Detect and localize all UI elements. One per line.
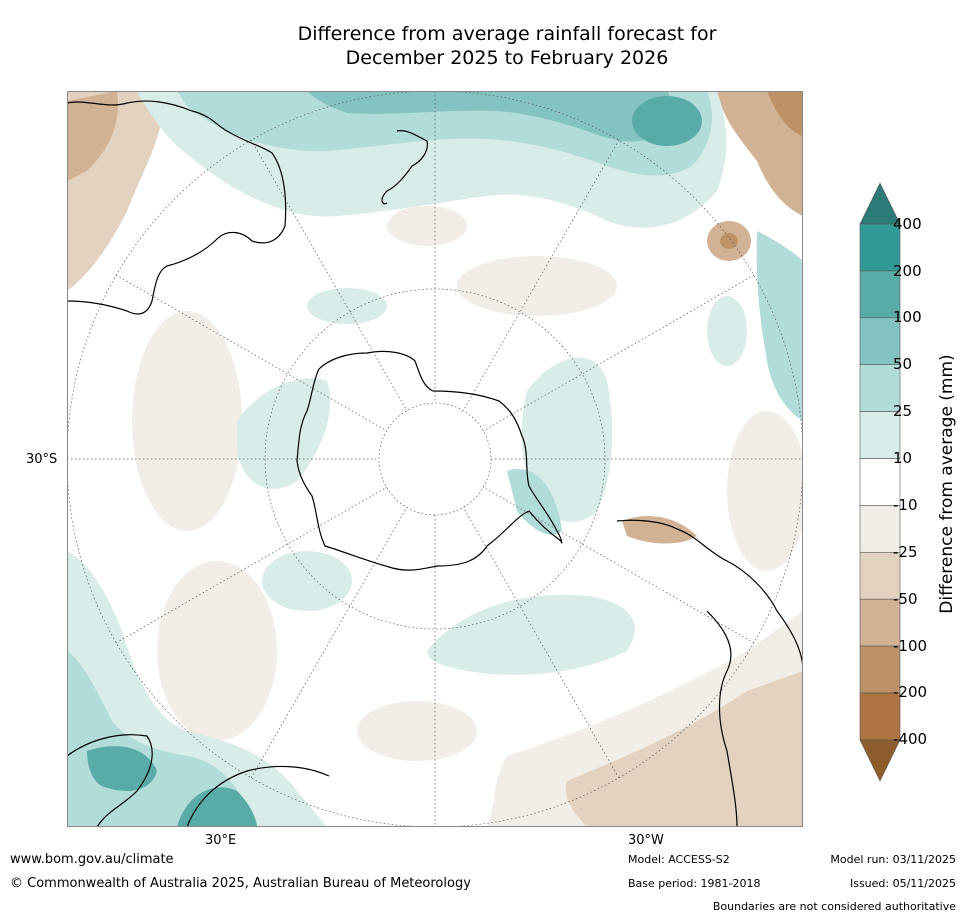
wet-region-east bbox=[756, 231, 803, 421]
dry-patch-southwest bbox=[157, 561, 277, 741]
colorbar-band bbox=[859, 551, 901, 600]
colorbar-tick: -400 bbox=[893, 730, 928, 748]
dry-patch-center-north bbox=[457, 256, 617, 316]
dry-patch-west bbox=[132, 311, 242, 531]
wet-region-australia-southeast bbox=[177, 787, 257, 827]
colorbar-band bbox=[859, 364, 901, 412]
wet-region-antarctic-coast-west bbox=[237, 378, 331, 490]
colorbar bbox=[840, 180, 965, 790]
footer-url[interactable]: www.bom.gov.au/climate bbox=[10, 852, 174, 867]
wet-region-weddell bbox=[521, 357, 613, 522]
colorbar-band bbox=[859, 645, 901, 694]
colorbar-tick: 200 bbox=[893, 262, 922, 280]
colorbar-tick: -10 bbox=[893, 496, 918, 514]
footer-model: Model: ACCESS-S2 bbox=[628, 853, 730, 866]
south-america-coastline bbox=[616, 519, 803, 827]
title-line-2: December 2025 to February 2026 bbox=[345, 47, 669, 69]
dry-region-northeast bbox=[717, 91, 803, 216]
wet-patch-north-west bbox=[307, 288, 387, 324]
colorbar-band bbox=[859, 270, 901, 319]
colorbar-tick: 50 bbox=[893, 355, 913, 373]
new-zealand-coastline bbox=[381, 130, 428, 205]
footer-boundaries-note: Boundaries are not considered authoritat… bbox=[712, 900, 956, 913]
dry-region-southeast-inner bbox=[565, 671, 803, 827]
rainfall-anomaly-map bbox=[67, 91, 803, 827]
colorbar-band bbox=[859, 411, 901, 459]
colorbar-tick: -25 bbox=[893, 543, 918, 561]
map-title: Difference from average rainfall forecas… bbox=[67, 22, 947, 70]
australia-southeast-coastline bbox=[186, 765, 330, 827]
colorbar-swatches bbox=[859, 182, 901, 782]
coastlines bbox=[67, 100, 803, 827]
colorbar-tick: -50 bbox=[893, 590, 918, 608]
dry-region-northwest-core bbox=[67, 91, 118, 181]
antarctica-coastline bbox=[296, 350, 563, 571]
colorbar-tick: -200 bbox=[893, 683, 928, 701]
dry-region-drake bbox=[622, 516, 697, 544]
dry-patch-south bbox=[357, 701, 477, 761]
colorbar-tick: 400 bbox=[893, 215, 922, 233]
latitude-label: 30°S bbox=[26, 452, 58, 467]
graticule bbox=[67, 91, 803, 827]
footer-model-run: Model run: 03/11/2025 bbox=[830, 853, 956, 866]
colorbar-band bbox=[859, 317, 901, 366]
title-line-1: Difference from average rainfall forecas… bbox=[297, 23, 717, 45]
colorbar-tick: 25 bbox=[893, 402, 913, 420]
colorbar-tick: -100 bbox=[893, 637, 928, 655]
dry-patch-north bbox=[387, 206, 467, 246]
wet-core-northeast bbox=[632, 96, 702, 146]
colorbar-band bbox=[859, 692, 901, 741]
footer-issued: Issued: 05/11/2025 bbox=[849, 877, 956, 890]
wet-patch-southwest-ocean bbox=[262, 551, 352, 611]
colorbar-tick: 10 bbox=[893, 449, 913, 467]
dry-patch-east bbox=[727, 411, 803, 571]
colorbar-tick: 100 bbox=[893, 308, 922, 326]
footer-copyright: © Commonwealth of Australia 2025, Austra… bbox=[10, 876, 471, 891]
colorbar-arrow-bottom bbox=[859, 739, 901, 782]
dry-region-northeast-core bbox=[767, 91, 803, 136]
australia-coastline bbox=[67, 100, 287, 315]
wet-region-north-core bbox=[307, 91, 673, 142]
colorbar-band bbox=[859, 223, 901, 272]
africa-coastline bbox=[67, 734, 153, 827]
wet-region-antarctic-peninsula bbox=[507, 469, 562, 535]
wet-patch-east-ocean bbox=[707, 296, 747, 366]
footer-base-period: Base period: 1981-2018 bbox=[628, 877, 761, 890]
longitude-label-30e: 30°E bbox=[205, 833, 237, 848]
colorbar-title: Difference from average (mm) bbox=[937, 354, 957, 614]
dry-spot-east-core bbox=[720, 233, 738, 249]
wet-region-africa-core bbox=[87, 746, 157, 791]
longitude-label-30w: 30°W bbox=[628, 833, 664, 848]
wet-region-south bbox=[427, 594, 635, 675]
colorbar-band bbox=[859, 458, 901, 506]
